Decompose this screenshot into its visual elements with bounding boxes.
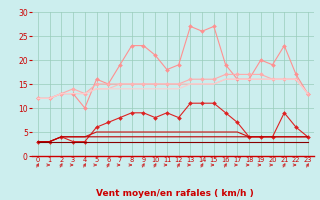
Text: Vent moyen/en rafales ( km/h ): Vent moyen/en rafales ( km/h ) (96, 189, 253, 198)
